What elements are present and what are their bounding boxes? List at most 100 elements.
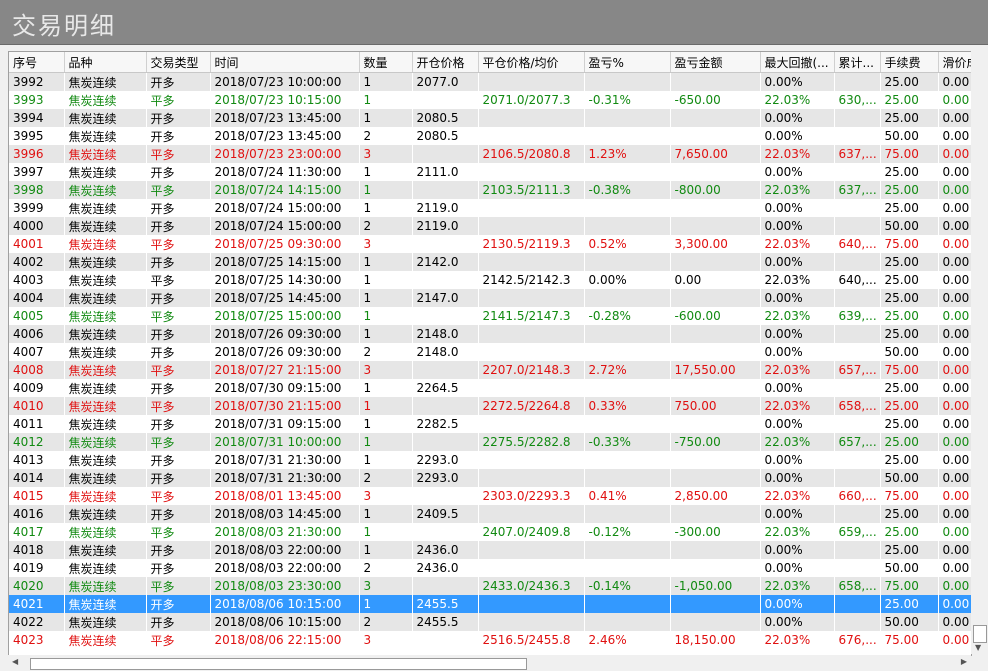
table-row[interactable]: 4017 焦炭连续 平多 2018/08/03 21:30:00 1 2407.0/240…	[9, 523, 971, 541]
table-row[interactable]: 4018 焦炭连续 开多 2018/08/03 22:00:00 1 2436.0 0.00…	[9, 541, 971, 559]
table-row[interactable]: 4011 焦炭连续 开多 2018/07/31 09:15:00 1 2282.5 0.00…	[9, 415, 971, 433]
table-row[interactable]: 3995 焦炭连续 开多 2018/07/23 13:45:00 2 2080.5 0.00…	[9, 127, 971, 145]
table-cell: 640,...	[834, 271, 881, 289]
vertical-scroll-thumb[interactable]	[973, 625, 987, 643]
column-header[interactable]: 盈亏%	[584, 52, 671, 73]
table-row[interactable]: 4007 焦炭连续 开多 2018/07/26 09:30:00 2 2148.0 0.00…	[9, 343, 971, 361]
table-row[interactable]: 4013 焦炭连续 开多 2018/07/31 21:30:00 1 2293.0 0.00…	[9, 451, 971, 469]
table-cell: 22.03%	[760, 307, 835, 325]
column-header[interactable]: 开仓价格	[412, 52, 479, 73]
table-cell: 开多	[146, 595, 211, 613]
table-cell: 焦炭连续	[64, 127, 147, 145]
column-header[interactable]: 时间	[210, 52, 360, 73]
column-header[interactable]: 交易类型	[146, 52, 211, 73]
table-cell: 2275.5/2282.8	[478, 433, 585, 451]
column-header[interactable]: 序号	[9, 52, 65, 73]
table-row[interactable]: 4008 焦炭连续 平多 2018/07/27 21:15:00 3 2207.0/214…	[9, 361, 971, 379]
column-header[interactable]: 累计...	[834, 52, 881, 73]
column-header[interactable]: 品种	[64, 52, 147, 73]
table-cell: 2018/07/25 09:30:00	[210, 235, 360, 253]
table-cell: 焦炭连续	[64, 397, 147, 415]
table-row[interactable]: 3998 焦炭连续 平多 2018/07/24 14:15:00 1 2103.5/211…	[9, 181, 971, 199]
table-row[interactable]: 4002 焦炭连续 开多 2018/07/25 14:15:00 1 2142.0 0.00…	[9, 253, 971, 271]
table-cell: 25.00	[880, 253, 939, 271]
table-cell	[584, 541, 671, 559]
table-cell: 1	[359, 109, 413, 127]
table-cell: -750.00	[670, 433, 761, 451]
table-row[interactable]: 4012 焦炭连续 平多 2018/07/31 10:00:00 1 2275.5/228…	[9, 433, 971, 451]
table-cell: 0.00	[938, 109, 971, 127]
table-row[interactable]: 4016 焦炭连续 开多 2018/08/03 14:45:00 1 2409.5 0.00…	[9, 505, 971, 523]
table-cell: 25.00	[880, 163, 939, 181]
table-row[interactable]: 3997 焦炭连续 开多 2018/07/24 11:30:00 1 2111.0 0.00…	[9, 163, 971, 181]
table-cell: 2293.0	[412, 469, 479, 487]
table-cell	[412, 433, 479, 451]
vertical-scrollbar[interactable]: ▼	[971, 51, 988, 654]
table-row[interactable]: 3999 焦炭连续 开多 2018/07/24 15:00:00 1 2119.0 0.00…	[9, 199, 971, 217]
table-row[interactable]: 4006 焦炭连续 开多 2018/07/26 09:30:00 1 2148.0 0.00…	[9, 325, 971, 343]
table-row[interactable]: 4010 焦炭连续 平多 2018/07/30 21:15:00 1 2272.5/226…	[9, 397, 971, 415]
table-cell: 25.00	[880, 307, 939, 325]
table-row[interactable]: 4020 焦炭连续 平多 2018/08/03 23:30:00 3 2433.0/243…	[9, 577, 971, 595]
table-cell: 4021	[9, 595, 65, 613]
table-row[interactable]: 4023 焦炭连续 平多 2018/08/06 22:15:00 3 2516.5/245…	[9, 631, 971, 649]
table-cell: 2018/07/23 13:45:00	[210, 109, 360, 127]
table-cell: 0.00%	[760, 541, 835, 559]
column-header[interactable]: 数量	[359, 52, 413, 73]
trade-detail-grid[interactable]: 序号 品种 交易类型 时间 数量 开仓价格 平仓价格/均价 盈亏% 盈亏金额 最…	[8, 51, 972, 656]
column-header[interactable]: 滑价成	[938, 52, 971, 73]
table-cell: 0.00	[938, 181, 971, 199]
table-cell: 4003	[9, 271, 65, 289]
table-body: 3992 焦炭连续 开多 2018/07/23 10:00:00 1 2077.0 0.00…	[9, 72, 971, 649]
table-row[interactable]: 4005 焦炭连续 平多 2018/07/25 15:00:00 1 2141.5/214…	[9, 307, 971, 325]
table-cell: 75.00	[880, 145, 939, 163]
table-cell: 2018/07/31 21:30:00	[210, 469, 360, 487]
horizontal-scroll-thumb[interactable]	[30, 658, 527, 670]
column-header[interactable]: 平仓价格/均价	[478, 52, 585, 73]
table-cell: 2	[359, 469, 413, 487]
table-row[interactable]: 4003 焦炭连续 平多 2018/07/25 14:30:00 1 2142.5/214…	[9, 271, 971, 289]
table-row[interactable]: 4009 焦炭连续 开多 2018/07/30 09:15:00 1 2264.5 0.00…	[9, 379, 971, 397]
table-row[interactable]: 4021 焦炭连续 开多 2018/08/06 10:15:00 1 2455.5 0.00…	[9, 595, 971, 613]
table-cell: 2	[359, 127, 413, 145]
table-cell	[834, 127, 881, 145]
table-cell: 1	[359, 433, 413, 451]
table-row[interactable]: 4019 焦炭连续 开多 2018/08/03 22:00:00 2 2436.0 0.00…	[9, 559, 971, 577]
table-cell: 0.00	[938, 469, 971, 487]
table-row[interactable]: 3992 焦炭连续 开多 2018/07/23 10:00:00 1 2077.0 0.00…	[9, 72, 971, 91]
column-header[interactable]: 盈亏金额	[670, 52, 761, 73]
table-cell: 焦炭连续	[64, 451, 147, 469]
table-cell: 2018/07/23 10:15:00	[210, 91, 360, 109]
table-cell: 4019	[9, 559, 65, 577]
table-row[interactable]: 4014 焦炭连续 开多 2018/07/31 21:30:00 2 2293.0 0.00…	[9, 469, 971, 487]
table-cell: 2018/07/25 15:00:00	[210, 307, 360, 325]
table-row[interactable]: 3996 焦炭连续 平多 2018/07/23 23:00:00 3 2106.5/208…	[9, 145, 971, 163]
horizontal-scrollbar[interactable]: ◀ ▶	[8, 655, 971, 671]
table-cell: 平多	[146, 271, 211, 289]
table-row[interactable]: 3993 焦炭连续 平多 2018/07/23 10:15:00 1 2071.0/207…	[9, 91, 971, 109]
table-cell: 4000	[9, 217, 65, 235]
table-cell: 0.00%	[584, 271, 671, 289]
table-row[interactable]: 4015 焦炭连续 平多 2018/08/01 13:45:00 3 2303.0/229…	[9, 487, 971, 505]
table-cell: 0.00%	[760, 469, 835, 487]
table-cell: 3	[359, 361, 413, 379]
table-cell: 2018/07/31 09:15:00	[210, 415, 360, 433]
table-cell	[834, 595, 881, 613]
table-cell: 焦炭连续	[64, 505, 147, 523]
table-row[interactable]: 4004 焦炭连续 开多 2018/07/25 14:45:00 1 2147.0 0.00…	[9, 289, 971, 307]
scroll-down-arrow-icon[interactable]: ▼	[975, 643, 982, 652]
table-cell: 2142.0	[412, 253, 479, 271]
table-row[interactable]: 3994 焦炭连续 开多 2018/07/23 13:45:00 1 2080.5 0.00…	[9, 109, 971, 127]
column-header[interactable]: 最大回撤(...	[760, 52, 835, 73]
scroll-right-arrow-icon[interactable]: ▶	[960, 657, 967, 666]
table-cell	[670, 253, 761, 271]
table-cell: 0.00	[938, 145, 971, 163]
table-cell	[834, 163, 881, 181]
column-header[interactable]: 手续费	[880, 52, 939, 73]
table-cell: -0.12%	[584, 523, 671, 541]
table-row[interactable]: 4001 焦炭连续 平多 2018/07/25 09:30:00 3 2130.5/211…	[9, 235, 971, 253]
table-cell	[584, 289, 671, 307]
table-row[interactable]: 4000 焦炭连续 开多 2018/07/24 15:00:00 2 2119.0 0.00…	[9, 217, 971, 235]
scroll-left-arrow-icon[interactable]: ◀	[12, 657, 19, 666]
table-row[interactable]: 4022 焦炭连续 开多 2018/08/06 10:15:00 2 2455.5 0.00…	[9, 613, 971, 631]
